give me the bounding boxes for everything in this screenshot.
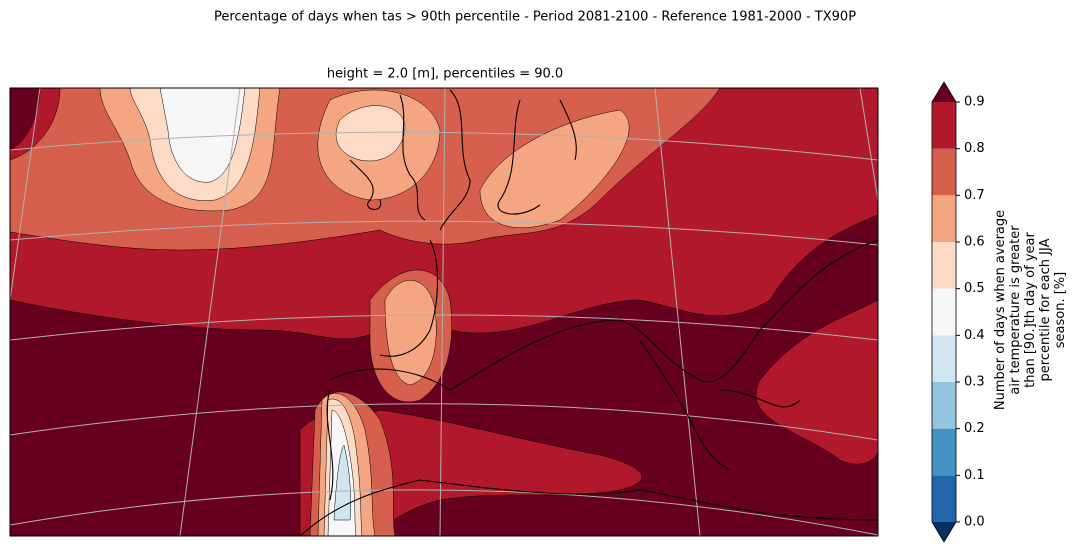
coastline [299,89,878,536]
colorbar-band [932,102,956,149]
contour [384,280,437,386]
colorbar-label-line: air temperature is greater [1008,225,1023,395]
contour [479,109,630,229]
colorbar-tick-label: 0.9 [964,95,985,110]
colorbar-band [932,288,956,336]
colorbar: 0.0 0.1 0.2 0.3 0.4 0.5 0.6 0.7 0.8 0.9 [931,81,985,543]
contour [755,299,878,465]
subtitle: height = 2.0 [m], percentiles = 90.0 [327,67,563,82]
colorbar-band [932,335,956,382]
colorbar-label-line: percentile for each JJA [1038,238,1053,381]
colorbar-band [932,148,956,196]
colorbar-tick-label: 0.4 [964,328,985,343]
colorbar-band [932,195,956,242]
colorbar-tick-label: 0.7 [964,188,985,203]
map-frame [9,87,879,537]
colorbar-band [932,428,956,476]
colorbar-label-line: Number of days when average [993,210,1008,410]
colorbar-band [932,382,956,429]
contour [333,444,351,521]
title: Percentage of days when tas > 90th perce… [214,10,856,25]
colorbar-band [932,242,956,289]
map [10,88,878,536]
colorbar-extend-under [932,522,956,542]
colorbar-tick-label: 0.1 [964,468,985,483]
contour [159,88,246,183]
colorbar-label: Number of days when averageair temperatu… [993,210,1068,410]
colorbar-tick-label: 0.3 [964,375,985,390]
colorbar-tick-label: 0.8 [964,141,985,156]
colorbar-extend-over [932,82,956,102]
graticule [10,88,878,536]
colorbar-tick-label: 0.2 [964,421,985,436]
colorbar-tick-label: 0.5 [964,281,985,296]
colorbar-label-line: season. [%] [1053,272,1068,348]
colorbar-band [932,475,956,522]
contour [335,105,406,162]
colorbar-label-line: than [90.]th day of year [1023,232,1038,388]
colorbar-tick-label: 0.0 [964,515,985,530]
colorbar-tick-label: 0.6 [964,235,985,250]
